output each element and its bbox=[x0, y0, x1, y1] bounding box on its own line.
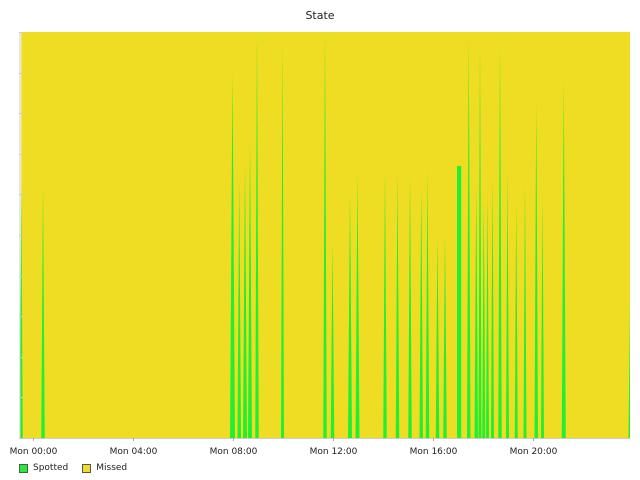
legend-item-spotted: Spotted bbox=[19, 463, 68, 473]
spotted-spike bbox=[474, 186, 478, 438]
spotted-block bbox=[457, 165, 462, 439]
spotted-spike bbox=[281, 44, 284, 439]
spotted-spike bbox=[255, 32, 259, 438]
legend-item-missed: Missed bbox=[82, 463, 127, 473]
spotted-spike bbox=[435, 235, 440, 438]
legend-swatch-missed bbox=[82, 463, 92, 473]
legend-label-spotted: Spotted bbox=[33, 463, 69, 473]
spotted-spike bbox=[425, 170, 430, 439]
x-tick-label: Mon 20:00 bbox=[510, 447, 558, 457]
x-tick-label: Mon 04:00 bbox=[110, 447, 158, 457]
legend-swatch-spotted bbox=[19, 463, 28, 473]
spotted-spike bbox=[230, 72, 235, 438]
spotted-spike bbox=[355, 174, 360, 438]
spotted-spike bbox=[383, 170, 387, 439]
x-tick-label: Mon 08:00 bbox=[210, 447, 258, 457]
spotted-spike bbox=[534, 101, 538, 439]
spotted-spike bbox=[243, 165, 247, 439]
spotted-spike bbox=[395, 174, 400, 438]
spotted-spike bbox=[561, 80, 566, 438]
spotted-spike bbox=[514, 202, 518, 438]
legend: Spotted Missed bbox=[19, 463, 141, 473]
spotted-spike bbox=[523, 182, 527, 438]
spotted-spike bbox=[506, 170, 509, 439]
spotted-spike bbox=[348, 194, 352, 438]
spotted-spike bbox=[482, 202, 486, 438]
spotted-spike bbox=[20, 186, 23, 438]
spotted-spike bbox=[330, 243, 335, 438]
x-tick-label: Mon 16:00 bbox=[410, 447, 458, 457]
spotted-spike bbox=[323, 32, 327, 438]
legend-label-missed: Missed bbox=[96, 463, 128, 473]
spotted-spike bbox=[419, 186, 423, 438]
spotted-spike bbox=[541, 198, 544, 438]
spotted-spike bbox=[443, 235, 447, 438]
x-tick-label: Mon 00:00 bbox=[10, 447, 58, 457]
plot-area bbox=[20, 32, 630, 439]
spotted-spike bbox=[491, 178, 494, 438]
spotted-spike bbox=[248, 141, 252, 438]
spotted-spike bbox=[628, 304, 630, 438]
spotted-spike bbox=[408, 174, 412, 438]
spotted-spike bbox=[467, 36, 471, 439]
spotted-spike bbox=[237, 178, 241, 438]
spotted-spike bbox=[478, 44, 482, 439]
axes: Mon 00:00 Mon 04:00 Mon 08:00 Mon 12:00 Mon … bbox=[10, 32, 630, 457]
x-tick-label: Mon 12:00 bbox=[310, 447, 358, 457]
chart-title: State bbox=[305, 9, 334, 22]
spotted-spike bbox=[498, 44, 502, 439]
spotted-spike bbox=[486, 194, 489, 438]
spotted-spike bbox=[41, 186, 45, 438]
